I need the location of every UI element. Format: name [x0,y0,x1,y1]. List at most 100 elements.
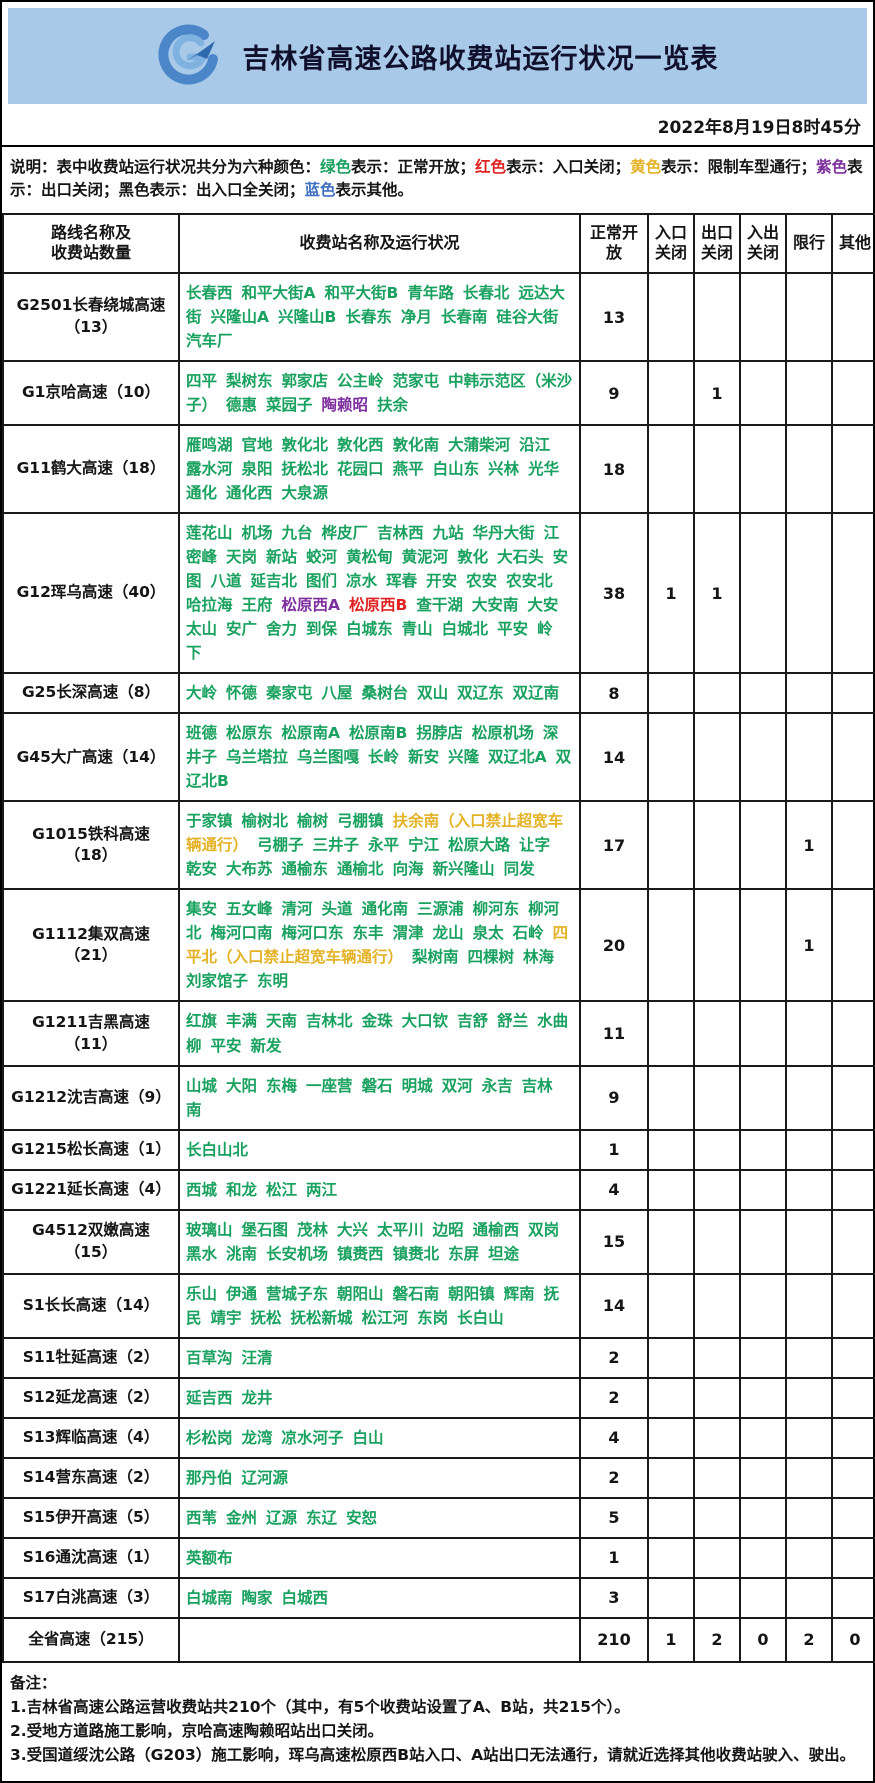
count-value [785,272,833,363]
route-name: G11鹤大高速（18） [2,424,180,515]
count-value: 4 [579,1168,649,1211]
station-name: 江密峰 [186,524,560,567]
station-name: 松原南A [281,724,341,743]
station-name: 机场 [241,524,273,543]
column-header: 入出关闭 [739,212,787,275]
station-name: 东辽 [306,1508,338,1527]
table-row: G45大广高速（14） 班德 松原东 松原南A 松原南B 拐脖店 松原机场 深井子 乌兰塔拉 乌兰… [2,712,875,803]
station-name: 泉阳 [241,460,273,479]
count-value: 8 [579,672,649,715]
station-name: 黄松甸 [346,548,393,567]
count-value [785,1336,833,1379]
count-value: 11 [579,1000,649,1067]
station-name: 新兴隆山 [432,860,495,879]
station-name: 抚松北 [281,460,329,479]
station-name: 拐脖店 [416,724,463,743]
legend-segment: 黄色 [630,158,662,176]
station-name: 那丹伯 [186,1468,233,1487]
station-name: 净月 [400,308,432,327]
station-name: 茂林 [297,1220,329,1239]
count-value: 1 [785,888,833,1003]
station-name: 长春西 [186,284,233,303]
station-name: 到保 [306,620,338,639]
station-name: 龙井 [241,1388,273,1407]
station-name: 辽源 [266,1508,298,1527]
count-value [739,1496,787,1539]
station-name: 秦家屯 [266,684,313,703]
station-name: 林海 [523,948,555,967]
station-name: 中韩示范区（米沙子） [186,372,573,415]
count-value [785,1496,833,1539]
station-name: 三井子 [312,836,360,855]
station-name: 硅谷大街 [496,308,559,327]
station-name: 班德 [186,724,218,743]
count-value [831,1128,875,1171]
count-value: 1 [693,512,741,675]
station-name: 白城西 [281,1588,329,1607]
count-value [693,800,741,891]
stations-list: 莲花山 机场 九台 桦皮厂 吉林西 九站 华丹大街 江密峰 天岗 新站 蛟河 黄松甸 黄泥河 敦化 大石头安… [178,512,581,675]
count-value [647,1536,695,1579]
station-name: 于家镇 [186,812,233,831]
station-name: 青山 [401,620,433,639]
table-row: S1长长高速（14） 乐山 伊通 营城子东 朝阳山 磐石南 朝阳镇 辉南 抚民 靖宇 抚松 抚松新城松… [2,1272,875,1339]
table-row: G25长深高速（8） 大岭 怀德 秦家屯 八屋 桑树台 双山 双辽东 双辽南 8 [2,672,875,715]
station-name: 东梅 [266,1076,298,1095]
station-name: 向海 [392,860,424,879]
station-name: 大口钦 [401,1012,449,1031]
stations-list: 四平 梨树东 郭家店 公主岭 范家屯 中韩示范区（米沙子） 德惠 菜园子 陶赖昭 扶余 [178,360,581,427]
count-value [647,360,695,427]
route-name: G1212沈吉高速（9） [2,1064,180,1131]
station-name: 大兴 [337,1220,369,1239]
table-row: G1215松长高速（1） 长白山北 1 [2,1128,875,1171]
station-name: 延吉北 [250,572,298,591]
stations-list: 大岭 怀德 秦家屯 八屋 桑树台 双山 双辽东 双辽南 [178,672,581,715]
station-name: 通榆东 [281,860,329,879]
station-name: 敦化 [457,548,489,567]
count-value [693,1000,741,1067]
station-name: 珲春 [386,572,418,591]
station-name: 农安 [466,572,498,591]
station-name: 光华 [528,460,560,479]
count-value [693,672,741,715]
station-name: 菜园子 [266,396,313,415]
station-name: 大安南 [471,596,519,615]
count-value: 9 [579,360,649,427]
station-name: 远达大街 [186,284,565,327]
route-name: G1015铁科高速（18） [2,800,180,891]
count-value [739,712,787,803]
station-name: 梨树南 [412,948,459,967]
station-name: 大安 [527,596,559,615]
route-name: G1211吉黑高速（11） [2,1000,180,1067]
route-name: G25长深高速（8） [2,672,180,715]
station-name: 农安北 [506,572,553,591]
route-name: G12珲乌高速（40） [2,512,180,675]
count-value [693,1168,741,1211]
count-value [831,272,875,363]
station-name: 和龙 [226,1180,258,1199]
table-row: S11牡延高速（2） 百草沟 汪清 2 [2,1336,875,1379]
station-name: 范家屯 [392,372,440,391]
station-name: 大岭 [186,684,218,703]
station-name: 梅河口东 [281,924,344,943]
station-name: 辉南 [503,1284,535,1303]
count-value: 14 [579,1272,649,1339]
station-name: 扶余南（入口禁止超宽车辆通行） [186,812,564,855]
station-name: 双辽南 [512,684,560,703]
station-name: 东明 [257,972,289,991]
count-value [785,1576,833,1619]
table-row: G12珲乌高速（40） 莲花山 机场 九台 桦皮厂 吉林西 九站 华丹大街 江密峰 天岗 新站 蛟河黄… [2,512,875,675]
station-name: 弓棚子 [257,836,304,855]
station-name: 辽河源 [241,1468,289,1487]
count-value [785,1416,833,1459]
count-value [785,1208,833,1275]
count-value [693,1208,741,1275]
station-name: 通榆北 [337,860,384,879]
stations-list [178,1616,581,1663]
count-value [739,1208,787,1275]
station-name: 长春北 [462,284,510,303]
station-name: 吉舒 [457,1012,489,1031]
station-name: 新安 [408,748,440,767]
count-value [693,1576,741,1619]
